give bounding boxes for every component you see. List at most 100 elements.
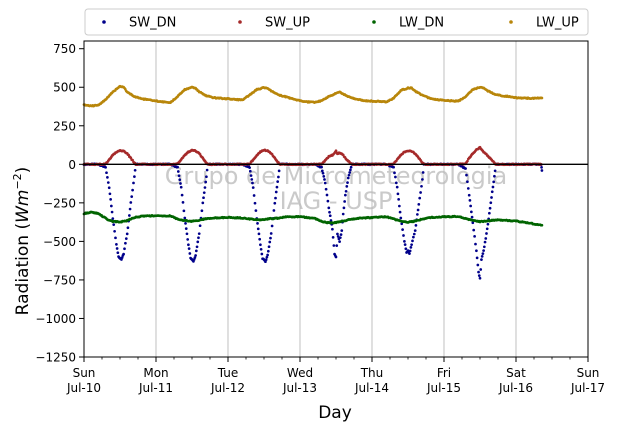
data-point [258, 237, 262, 241]
data-point [110, 204, 113, 208]
data-point [470, 215, 474, 219]
data-point [194, 249, 198, 253]
data-point [265, 255, 269, 259]
data-point [332, 244, 336, 247]
data-point [416, 208, 420, 212]
data-point [205, 168, 209, 172]
x-tick-day: Wed [287, 366, 313, 380]
data-point [277, 169, 281, 173]
data-point [193, 256, 197, 259]
data-point [397, 197, 400, 201]
x-axis-label: Day [318, 403, 352, 423]
data-point [113, 229, 116, 233]
data-point [122, 252, 125, 256]
data-point [401, 228, 404, 231]
data-point [344, 193, 347, 197]
data-point [393, 171, 396, 175]
data-point [252, 194, 256, 197]
data-point [253, 201, 257, 205]
y-axis-ticks: 750 500 250 0 −250 −500 −750 −1000 −1250 [35, 42, 84, 365]
data-point [112, 223, 116, 226]
legend-label: SW_DN [129, 16, 176, 31]
y-axis-label-exponent: −2 [11, 173, 24, 189]
data-point [128, 207, 132, 211]
data-point [480, 255, 484, 258]
data-point [320, 169, 324, 173]
data-point [124, 241, 127, 245]
data-point [338, 240, 341, 244]
data-point [203, 186, 207, 189]
data-point [493, 169, 497, 173]
data-point [482, 249, 485, 252]
data-point [493, 174, 496, 178]
data-point [267, 245, 271, 249]
data-point [266, 253, 269, 257]
x-grid-lines [155, 41, 517, 357]
data-point [185, 232, 189, 236]
data-point [485, 232, 488, 235]
data-point [181, 201, 185, 204]
data-point [176, 165, 179, 169]
data-point [326, 199, 330, 203]
data-point [130, 195, 134, 198]
data-point [321, 171, 325, 175]
x-tick-date: Jul-11 [138, 381, 173, 395]
data-point [331, 227, 334, 231]
data-point [248, 169, 252, 173]
data-point [412, 232, 416, 236]
x-tick-date: Jul-16 [498, 381, 533, 395]
data-point [414, 224, 418, 227]
data-point [400, 222, 404, 226]
data-point [274, 190, 278, 194]
watermark-line-1: Grupo de Micrometeorologia [165, 162, 507, 190]
data-point [335, 244, 339, 247]
data-point [323, 178, 326, 181]
data-point [105, 171, 108, 175]
data-point [107, 186, 111, 190]
data-point [488, 211, 491, 215]
data-point [106, 181, 110, 184]
data-point [421, 178, 424, 181]
data-point [464, 167, 467, 170]
data-point [269, 236, 272, 240]
data-point [469, 204, 472, 208]
data-point [419, 191, 422, 194]
data-point [412, 235, 415, 239]
data-point [323, 181, 327, 185]
x-tick-day: Fri [437, 366, 451, 380]
legend: SW_DN SW_UP LW_DN LW_UP [84, 8, 589, 36]
data-point [115, 247, 119, 250]
data-point [259, 243, 262, 247]
x-tick-day: Sun [577, 366, 600, 380]
data-point [184, 227, 188, 230]
data-point [481, 252, 485, 255]
data-point [346, 176, 350, 180]
x-tick-day: Tue [217, 366, 239, 380]
data-point [466, 187, 470, 190]
data-point [194, 254, 197, 257]
data-point [114, 236, 117, 240]
data-point [110, 210, 114, 214]
data-point [270, 224, 274, 228]
data-point [398, 204, 401, 208]
data-point [403, 243, 407, 246]
x-tick-date: Jul-14 [354, 381, 389, 395]
data-point [467, 193, 471, 197]
data-point [349, 165, 353, 169]
data-point [264, 258, 268, 262]
data-point [320, 165, 323, 169]
y-tick-label: 500 [53, 81, 76, 95]
y-tick-label: −500 [43, 235, 76, 249]
y-tick-label: −1250 [35, 351, 76, 365]
y-tick-label: 250 [53, 119, 76, 133]
data-point [410, 243, 413, 247]
data-point [409, 246, 413, 249]
data-point [540, 96, 544, 100]
data-point [131, 188, 134, 192]
data-point [471, 221, 475, 225]
data-point [133, 175, 136, 178]
legend-marker [102, 20, 106, 24]
data-point [187, 243, 190, 247]
data-point [340, 229, 344, 232]
